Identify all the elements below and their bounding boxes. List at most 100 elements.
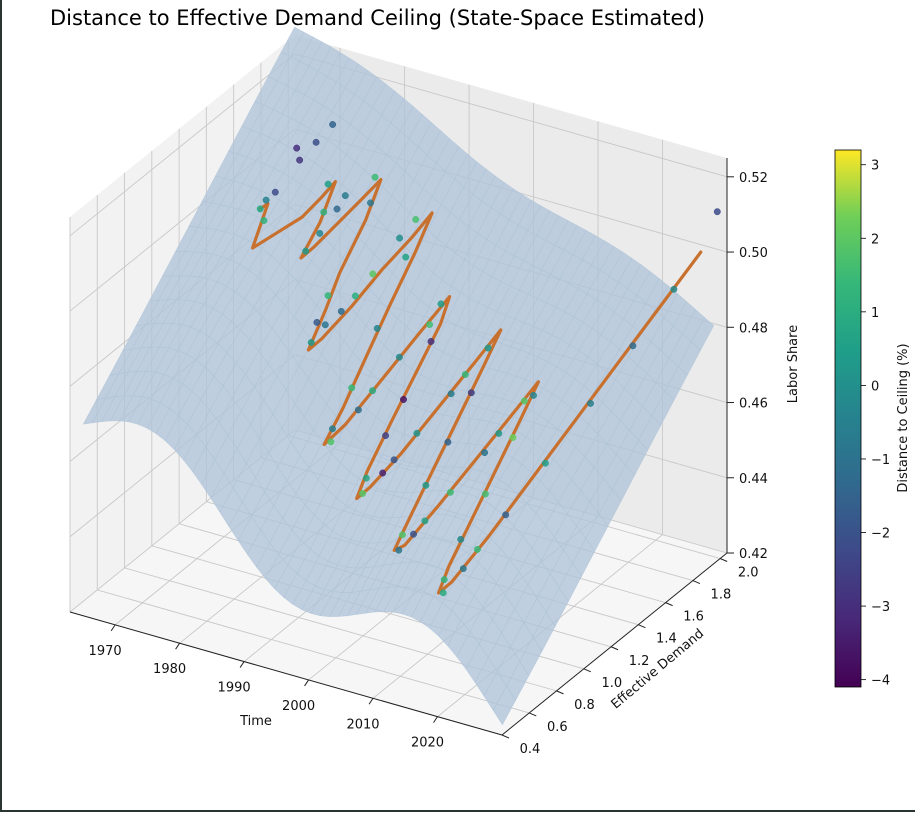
observation-point (400, 396, 407, 403)
y-tick-mark (719, 558, 728, 562)
observation-point (316, 229, 324, 237)
z-tick-label: 0.52 (739, 171, 768, 186)
trajectory-line (251, 178, 703, 595)
observation-point (341, 192, 349, 200)
x-tick-label: 1970 (89, 644, 122, 659)
colorbar (834, 149, 862, 688)
x-tick-mark (239, 661, 245, 668)
observation-point (509, 434, 517, 441)
observation-point (447, 390, 455, 398)
observation-point (713, 208, 721, 216)
colorbar-tick-label: 1 (871, 306, 879, 321)
observation-point (395, 353, 403, 361)
observation-point (271, 188, 279, 196)
observation-point (321, 321, 329, 329)
y-tick-mark (529, 712, 537, 717)
scatter-points (256, 121, 721, 597)
chart-title: Distance to Effective Demand Ceiling (St… (50, 6, 705, 30)
x-axis-ticks: 1970 1980 1990 2000 2010 2020 (89, 644, 444, 751)
observation-point (329, 121, 337, 128)
observation-point (502, 511, 510, 519)
observation-point (495, 429, 503, 437)
y-tick-mark (583, 668, 592, 673)
observation-point (396, 234, 404, 242)
observation-point (422, 481, 430, 489)
y-axis-ticks: 0.4 0.6 0.8 1.0 1.2 1.4 1.6 1.8 2.0 (520, 566, 759, 758)
observation-point (313, 318, 321, 326)
colorbar-tick-label: −1 (871, 453, 890, 468)
observation-point (369, 270, 377, 278)
observation-point (437, 300, 445, 308)
ceiling-surface (82, 26, 715, 726)
observation-point (327, 438, 335, 446)
observation-point (421, 517, 429, 525)
colorbar-tick-label: 3 (871, 159, 879, 174)
x-axis-label: Time (239, 714, 272, 729)
y-tick-mark (638, 624, 646, 629)
surface-patch (492, 685, 516, 726)
x-tick-mark (175, 642, 181, 650)
observation-point (629, 342, 637, 350)
observation-point (459, 565, 467, 573)
z-tick-label: 0.42 (739, 547, 768, 562)
observation-point (369, 387, 376, 395)
y-tick-label: 0.8 (574, 698, 595, 713)
observation-point (329, 425, 336, 433)
observation-point (371, 173, 379, 181)
observation-point (320, 208, 328, 216)
colorbar-label: Distance to Ceiling (%) (896, 343, 911, 492)
grid-line (97, 589, 530, 714)
observation-point (296, 156, 304, 164)
y-tick-label: 1.0 (601, 676, 622, 691)
x-tick-mark (110, 624, 116, 632)
observation-point (359, 490, 367, 497)
x-tick-mark (368, 698, 374, 705)
observation-point (402, 253, 410, 261)
observation-point (373, 324, 381, 332)
observation-point (395, 546, 403, 554)
observation-point (461, 371, 469, 378)
observation-point (426, 321, 434, 329)
observation-point (293, 144, 301, 152)
y-tick-label: 1.2 (629, 654, 650, 669)
grid-line (69, 53, 296, 237)
axis-lines (69, 158, 734, 739)
x-tick-label: 1990 (218, 681, 251, 696)
y-tick-mark (665, 602, 673, 607)
observation-point (484, 344, 492, 352)
observation-point (262, 196, 270, 204)
z-tick-label: 0.50 (739, 246, 768, 261)
observation-point (333, 205, 341, 213)
z-tick-label: 0.46 (739, 397, 768, 412)
y-tick-label: 1.8 (711, 588, 732, 603)
x-tick-label: 2020 (411, 736, 444, 751)
observation-point (382, 432, 390, 440)
observation-point (427, 338, 435, 345)
colorbar-tick-label: 2 (871, 232, 879, 247)
y-tick-label: 1.6 (683, 610, 704, 625)
colorbar-tick-label: −4 (871, 674, 890, 689)
x-axis-line (69, 611, 503, 736)
z-tick-label: 0.44 (739, 472, 768, 487)
x-tick-mark (433, 716, 438, 723)
observation-point (439, 589, 447, 597)
observation-point (367, 199, 374, 207)
observation-point (670, 285, 678, 293)
observation-point (324, 292, 332, 300)
labor-share-path (251, 178, 703, 595)
observation-point (530, 391, 537, 399)
observation-point (302, 247, 310, 255)
z-tick-label: 0.48 (739, 321, 768, 336)
observation-point (399, 531, 406, 539)
x-tick-label: 1980 (153, 662, 186, 677)
observation-point (587, 399, 594, 407)
y-tick-mark (610, 646, 619, 651)
observation-point (410, 530, 417, 538)
observation-point (440, 576, 448, 584)
observation-point (473, 545, 481, 553)
observation-point (541, 459, 549, 467)
y-tick-label: 1.4 (656, 632, 677, 647)
y-tick-label: 0.6 (547, 720, 568, 735)
